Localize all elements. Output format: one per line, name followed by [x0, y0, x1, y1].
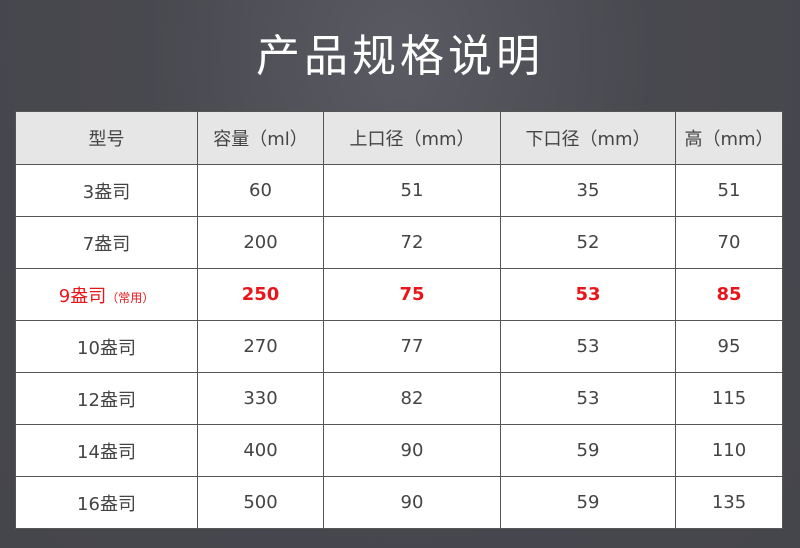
table-cell: 95: [675, 320, 783, 373]
table-cell: 115: [675, 372, 783, 425]
cell-text: 250: [241, 284, 280, 305]
cell-text: 72: [400, 232, 424, 253]
cell-text: 12盎司: [77, 389, 136, 411]
column-header: 上口径（mm）: [323, 111, 501, 165]
table-cell: 90: [323, 476, 501, 529]
table-cell: 90: [323, 424, 501, 477]
column-header: 下口径（mm）: [500, 111, 676, 165]
table-row: 7盎司 200 72 52 70: [15, 216, 783, 269]
table-cell: 53: [500, 268, 676, 321]
table-cell: 85: [675, 268, 783, 321]
cell-text: 35: [576, 180, 600, 201]
table-row: 16盎司 500 90 59 135: [15, 476, 783, 529]
table-cell: 200: [197, 216, 324, 269]
column-header: 容量（ml）: [197, 111, 324, 165]
cell-text: 52: [576, 232, 600, 253]
cell-text: 51: [400, 180, 424, 201]
table-cell: 12盎司: [15, 372, 198, 425]
column-header: 高（mm）: [675, 111, 783, 165]
table-header-row: 型号 容量（ml） 上口径（mm） 下口径（mm） 高（mm）: [15, 111, 783, 165]
cell-text: 7盎司: [82, 233, 131, 255]
cell-text: 53: [576, 336, 600, 357]
table-cell: 53: [500, 320, 676, 373]
cell-text: 59: [576, 492, 600, 513]
cell-text: 400: [243, 440, 278, 461]
table-cell: 75: [323, 268, 501, 321]
cell-text: 82: [400, 388, 424, 409]
table-row: 10盎司 270 77 53 95: [15, 320, 783, 373]
cell-text: 90: [400, 492, 424, 513]
cell-text: 53: [576, 388, 600, 409]
table-cell: 51: [323, 164, 501, 217]
table-cell: 110: [675, 424, 783, 477]
table-cell: 35: [500, 164, 676, 217]
table-cell: 330: [197, 372, 324, 425]
table-cell: 72: [323, 216, 501, 269]
cell-text: 9盎司: [58, 285, 107, 307]
table-cell: 14盎司: [15, 424, 198, 477]
table-row: 9盎司（常用） 250 75 53 85: [15, 268, 783, 321]
cell-text: 270: [243, 336, 278, 357]
column-header: 型号: [15, 111, 198, 165]
table-cell: 7盎司: [15, 216, 198, 269]
table-cell: 500: [197, 476, 324, 529]
cell-text: 51: [717, 180, 741, 201]
table-cell: 400: [197, 424, 324, 477]
cell-text: 135: [711, 492, 747, 513]
cell-text: 330: [243, 388, 278, 409]
spec-table: 型号 容量（ml） 上口径（mm） 下口径（mm） 高（mm） 3盎司 60 51 35 51 7…: [15, 111, 783, 529]
cell-text: 90: [400, 440, 424, 461]
table-cell: 60: [197, 164, 324, 217]
cell-text: 77: [400, 336, 424, 357]
table-cell: 16盎司: [15, 476, 198, 529]
table-cell: 250: [197, 268, 324, 321]
cell-text: 59: [576, 440, 600, 461]
table-cell: 9盎司（常用）: [15, 268, 198, 321]
cell-text: 70: [717, 232, 741, 253]
table-cell: 53: [500, 372, 676, 425]
cell-text: 53: [575, 284, 601, 305]
table-cell: 10盎司: [15, 320, 198, 373]
table-cell: 3盎司: [15, 164, 198, 217]
table-row: 14盎司 400 90 59 110: [15, 424, 783, 477]
cell-text: 200: [243, 232, 278, 253]
page-title: 产品规格说明: [256, 31, 544, 82]
table-cell: 52: [500, 216, 676, 269]
table-cell: 77: [323, 320, 501, 373]
common-note: （常用）: [106, 290, 155, 305]
table-row: 3盎司 60 51 35 51: [15, 164, 783, 217]
table-cell: 70: [675, 216, 783, 269]
table-cell: 82: [323, 372, 501, 425]
cell-text: 16盎司: [77, 493, 136, 515]
cell-text: 75: [399, 284, 425, 305]
cell-text: 60: [249, 180, 272, 201]
cell-text: 95: [717, 336, 741, 357]
table-cell: 135: [675, 476, 783, 529]
cell-text: 14盎司: [77, 441, 136, 463]
cell-text: 115: [711, 388, 747, 409]
table-cell: 51: [675, 164, 783, 217]
cell-text: 3盎司: [82, 181, 131, 203]
cell-text: 500: [243, 492, 278, 513]
table-cell: 270: [197, 320, 324, 373]
cell-text: 85: [716, 284, 742, 305]
cell-text: 110: [711, 440, 747, 461]
table-row: 12盎司 330 82 53 115: [15, 372, 783, 425]
table-cell: 59: [500, 424, 676, 477]
cell-text: 10盎司: [77, 337, 136, 359]
table-cell: 59: [500, 476, 676, 529]
